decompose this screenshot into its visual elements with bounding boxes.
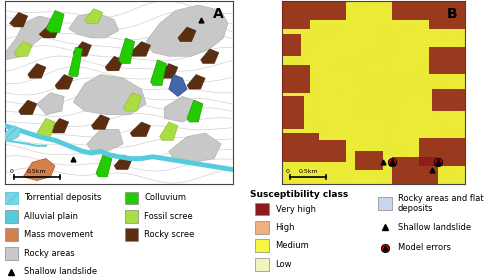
Polygon shape — [187, 74, 205, 89]
Bar — [282, 34, 300, 56]
Text: Shallow landslide: Shallow landslide — [24, 267, 97, 276]
Polygon shape — [87, 129, 124, 151]
Polygon shape — [10, 12, 28, 27]
FancyBboxPatch shape — [125, 228, 138, 241]
Text: Model errors: Model errors — [398, 243, 451, 252]
Polygon shape — [73, 42, 92, 56]
Bar — [432, 89, 465, 111]
Polygon shape — [5, 126, 21, 140]
Polygon shape — [28, 64, 46, 78]
Bar — [282, 133, 319, 162]
Bar — [428, 47, 465, 74]
FancyBboxPatch shape — [125, 191, 138, 205]
Polygon shape — [124, 93, 142, 111]
Bar — [356, 151, 383, 170]
Polygon shape — [150, 60, 166, 85]
Bar — [392, 157, 438, 184]
Polygon shape — [164, 97, 198, 122]
Polygon shape — [68, 12, 119, 38]
FancyBboxPatch shape — [5, 210, 18, 223]
Polygon shape — [105, 56, 124, 71]
Polygon shape — [187, 100, 203, 122]
Text: Rocky areas and flat
deposits: Rocky areas and flat deposits — [398, 194, 484, 213]
Polygon shape — [39, 23, 60, 38]
Text: 0: 0 — [286, 169, 290, 174]
Polygon shape — [200, 49, 219, 64]
Polygon shape — [178, 27, 196, 42]
Text: Alluvial plain: Alluvial plain — [24, 212, 78, 221]
Text: Rocky scree: Rocky scree — [144, 230, 194, 239]
FancyBboxPatch shape — [5, 228, 18, 241]
Text: Torrential deposits: Torrential deposits — [24, 193, 102, 203]
Polygon shape — [92, 115, 110, 129]
Polygon shape — [130, 122, 150, 137]
Polygon shape — [18, 100, 37, 115]
Polygon shape — [169, 133, 221, 162]
FancyBboxPatch shape — [255, 258, 269, 271]
Bar — [428, 1, 465, 29]
Text: High: High — [276, 223, 295, 232]
Polygon shape — [50, 118, 68, 133]
Polygon shape — [14, 42, 32, 56]
Polygon shape — [96, 155, 112, 177]
Polygon shape — [146, 5, 228, 56]
Polygon shape — [5, 16, 55, 60]
Bar — [282, 1, 310, 29]
Polygon shape — [160, 122, 178, 140]
Text: Colluvium: Colluvium — [144, 193, 186, 203]
Polygon shape — [169, 74, 187, 97]
Bar — [282, 65, 310, 93]
Text: 0: 0 — [10, 169, 14, 174]
Text: 0.5km: 0.5km — [27, 169, 46, 174]
Text: Medium: Medium — [276, 241, 310, 250]
Text: B: B — [447, 7, 458, 21]
Text: Very high: Very high — [276, 205, 316, 213]
Text: Susceptibility class: Susceptibility class — [250, 190, 348, 199]
Text: Rocky areas: Rocky areas — [24, 249, 75, 258]
FancyBboxPatch shape — [255, 203, 269, 215]
FancyBboxPatch shape — [5, 191, 18, 205]
Bar — [420, 138, 465, 166]
Polygon shape — [23, 158, 55, 181]
Text: Low: Low — [276, 260, 292, 269]
Bar — [319, 140, 346, 162]
Polygon shape — [160, 64, 178, 78]
Bar — [310, 1, 346, 20]
Polygon shape — [37, 118, 55, 137]
Bar — [282, 97, 304, 129]
Polygon shape — [68, 47, 82, 76]
FancyBboxPatch shape — [255, 221, 269, 234]
Polygon shape — [119, 38, 134, 64]
Polygon shape — [84, 9, 103, 23]
Polygon shape — [73, 74, 146, 115]
Polygon shape — [55, 74, 73, 89]
FancyBboxPatch shape — [255, 239, 269, 252]
FancyBboxPatch shape — [5, 247, 18, 260]
Text: Fossil scree: Fossil scree — [144, 212, 193, 221]
FancyBboxPatch shape — [125, 210, 138, 223]
Polygon shape — [114, 155, 132, 170]
FancyBboxPatch shape — [378, 197, 392, 210]
Text: A: A — [212, 7, 224, 21]
Text: Shallow landslide: Shallow landslide — [398, 223, 471, 232]
Polygon shape — [46, 11, 64, 32]
Polygon shape — [130, 42, 150, 56]
Text: Mass movement: Mass movement — [24, 230, 93, 239]
Polygon shape — [37, 93, 64, 115]
Bar — [392, 1, 428, 20]
Text: 0.5km: 0.5km — [298, 169, 318, 174]
